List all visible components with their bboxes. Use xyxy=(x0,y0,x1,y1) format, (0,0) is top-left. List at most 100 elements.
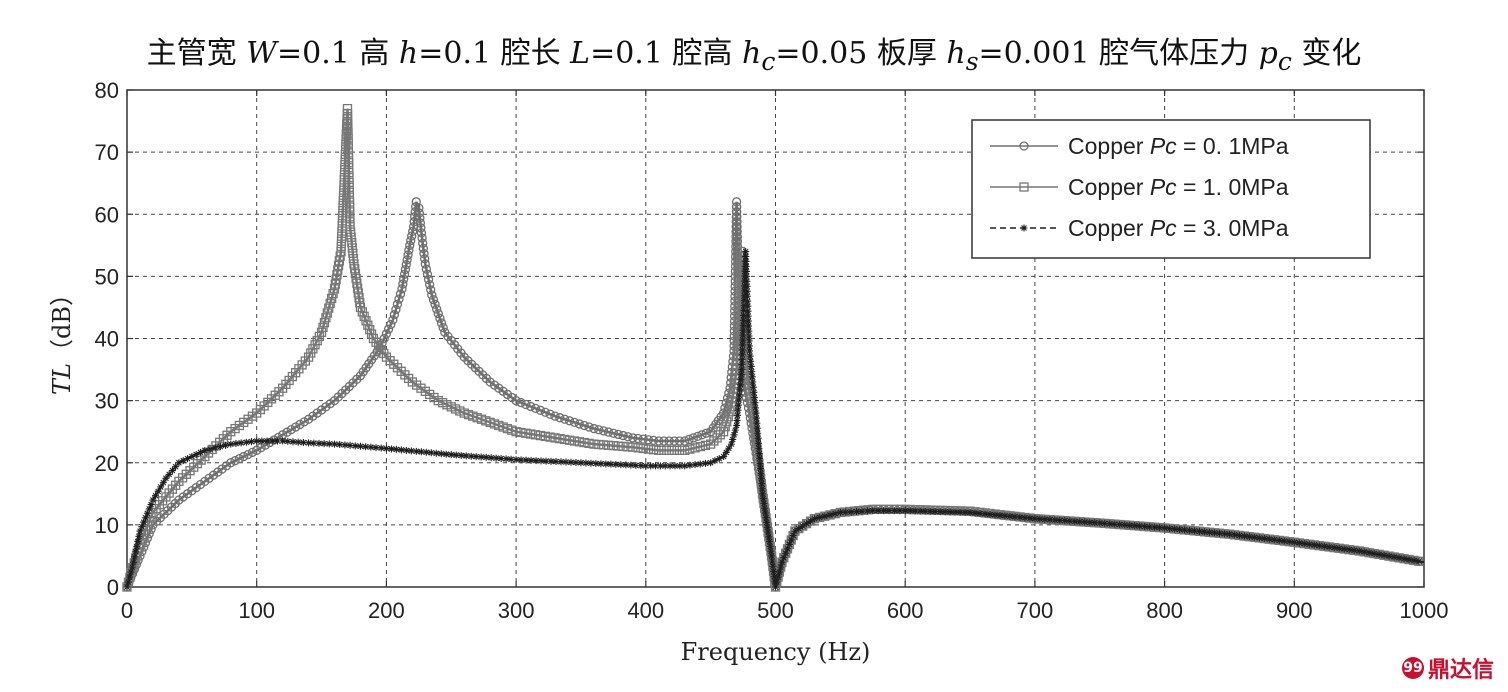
star-marker xyxy=(402,446,410,454)
star-marker xyxy=(774,573,782,581)
square-marker xyxy=(603,440,614,450)
star-marker xyxy=(1136,522,1144,530)
star-marker xyxy=(124,578,132,586)
square-marker xyxy=(718,427,729,437)
square-marker xyxy=(324,303,334,313)
circle-marker xyxy=(579,420,589,431)
square-marker xyxy=(333,260,344,271)
circle-marker xyxy=(732,202,742,212)
square-marker xyxy=(349,259,359,269)
star-marker xyxy=(159,479,167,487)
circle-marker xyxy=(693,431,703,441)
square-marker xyxy=(569,436,580,446)
star-marker xyxy=(761,504,769,512)
square-marker xyxy=(535,430,546,441)
star-marker xyxy=(1011,513,1019,521)
square-marker xyxy=(336,246,346,257)
star-marker xyxy=(652,462,660,470)
star-marker xyxy=(462,452,470,460)
star-marker xyxy=(831,510,839,518)
circle-marker xyxy=(623,432,633,442)
star-marker xyxy=(738,351,746,359)
watermark-logo-icon: 99 xyxy=(1401,657,1424,679)
star-marker xyxy=(739,341,747,349)
square-marker xyxy=(344,158,354,168)
star-marker xyxy=(612,460,620,468)
circle-marker xyxy=(428,295,439,305)
circle-marker xyxy=(732,222,742,232)
legend-item: Copper Pc = 3. 0MPa xyxy=(990,215,1289,241)
square-marker xyxy=(669,445,679,455)
star-marker xyxy=(730,431,738,439)
star-marker xyxy=(731,426,739,434)
y-axis-label-var: TL xyxy=(48,363,76,395)
star-marker xyxy=(701,459,709,467)
star-marker xyxy=(1041,515,1049,523)
circle-marker xyxy=(405,240,415,250)
star-marker xyxy=(142,514,150,522)
square-marker xyxy=(550,433,560,443)
star-marker xyxy=(1305,540,1313,548)
circle-marker xyxy=(674,436,685,446)
square-marker xyxy=(618,441,628,452)
square-marker xyxy=(355,297,365,308)
grid xyxy=(127,90,1424,587)
star-marker xyxy=(492,454,500,462)
star-marker xyxy=(562,458,570,466)
x-tick-label: 100 xyxy=(238,598,275,623)
star-marker xyxy=(457,451,465,459)
star-marker xyxy=(746,347,754,355)
star-marker xyxy=(1176,525,1184,533)
square-marker xyxy=(332,270,342,280)
circle-marker xyxy=(516,397,526,408)
star-marker xyxy=(735,391,743,399)
star-marker xyxy=(289,438,297,446)
square-marker xyxy=(350,264,360,274)
star-marker xyxy=(131,553,139,561)
star-marker xyxy=(1081,518,1089,526)
star-marker xyxy=(736,381,744,389)
star-marker xyxy=(686,461,694,469)
star-marker xyxy=(377,444,385,452)
circle-marker xyxy=(423,274,434,285)
square-marker xyxy=(690,443,700,453)
star-marker xyxy=(755,449,763,457)
square-marker xyxy=(344,163,354,173)
square-marker xyxy=(343,113,353,124)
square-marker xyxy=(342,103,353,114)
square-marker xyxy=(343,143,354,153)
star-marker xyxy=(482,453,490,461)
square-marker xyxy=(579,437,589,448)
square-marker xyxy=(345,217,355,227)
star-marker xyxy=(216,443,224,451)
title-var-pc: p xyxy=(1258,36,1278,71)
star-marker xyxy=(757,465,765,473)
square-marker xyxy=(343,123,353,133)
circle-marker xyxy=(697,430,707,440)
star-marker xyxy=(750,394,758,402)
star-marker xyxy=(532,457,540,465)
y-tick-label: 70 xyxy=(95,140,119,165)
star-marker xyxy=(941,508,949,516)
star-marker xyxy=(1215,529,1223,537)
legend-label-var: Pc xyxy=(1150,215,1177,241)
star-marker xyxy=(1245,533,1253,541)
star-marker xyxy=(1046,516,1054,524)
star-marker xyxy=(487,454,495,462)
star-marker xyxy=(136,527,144,535)
star-marker xyxy=(1370,550,1378,558)
star-marker xyxy=(736,386,744,394)
star-marker xyxy=(331,440,339,448)
star-marker xyxy=(129,558,137,566)
star-marker xyxy=(742,252,750,260)
star-marker xyxy=(765,533,773,541)
star-marker xyxy=(1091,519,1099,527)
star-marker xyxy=(734,406,742,414)
circle-marker xyxy=(564,416,575,426)
square-marker xyxy=(545,432,555,442)
star-marker xyxy=(784,545,792,553)
circle-marker xyxy=(420,259,430,269)
star-marker xyxy=(727,440,735,448)
star-marker xyxy=(587,459,595,467)
square-marker xyxy=(345,227,356,237)
